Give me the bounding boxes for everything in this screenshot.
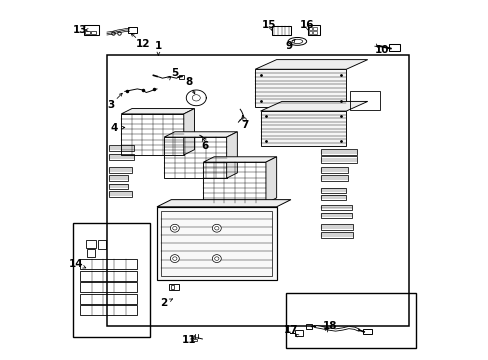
- Bar: [80, 305, 137, 315]
- Bar: [108, 154, 134, 160]
- Text: 7: 7: [240, 120, 248, 130]
- Bar: [321, 167, 347, 173]
- Bar: [321, 232, 353, 238]
- Bar: [80, 282, 137, 292]
- Text: 2: 2: [160, 298, 167, 308]
- Bar: [313, 31, 316, 34]
- Ellipse shape: [212, 224, 221, 232]
- Text: 10: 10: [374, 45, 388, 55]
- Bar: [321, 212, 351, 218]
- Polygon shape: [183, 109, 194, 155]
- Text: 16: 16: [299, 19, 314, 30]
- Bar: [363, 329, 372, 334]
- Bar: [308, 27, 311, 30]
- Polygon shape: [260, 102, 367, 111]
- Ellipse shape: [212, 255, 221, 262]
- Bar: [161, 211, 272, 276]
- Bar: [80, 259, 137, 269]
- Bar: [203, 162, 265, 203]
- Bar: [85, 240, 96, 248]
- Text: 11: 11: [182, 335, 196, 345]
- Ellipse shape: [170, 255, 179, 262]
- Bar: [128, 27, 137, 33]
- Text: 9: 9: [285, 41, 292, 51]
- Text: 17: 17: [283, 325, 298, 335]
- Bar: [307, 24, 319, 35]
- Bar: [313, 27, 316, 30]
- Bar: [308, 31, 311, 34]
- Text: 6: 6: [201, 141, 208, 151]
- Bar: [294, 330, 303, 337]
- Text: 18: 18: [322, 321, 337, 331]
- Bar: [388, 44, 399, 51]
- Bar: [164, 137, 226, 178]
- Polygon shape: [164, 132, 237, 137]
- Polygon shape: [157, 200, 290, 207]
- Bar: [108, 145, 134, 152]
- Polygon shape: [265, 157, 276, 203]
- Text: 4: 4: [110, 123, 118, 133]
- Ellipse shape: [170, 224, 179, 232]
- Bar: [98, 240, 106, 249]
- Bar: [121, 114, 183, 155]
- Bar: [349, 91, 380, 111]
- Text: 5: 5: [171, 68, 178, 78]
- Bar: [157, 207, 276, 280]
- Bar: [108, 175, 128, 181]
- Bar: [285, 293, 415, 348]
- Text: 13: 13: [73, 25, 87, 35]
- Bar: [91, 31, 96, 34]
- Polygon shape: [255, 60, 367, 69]
- Bar: [80, 294, 137, 303]
- Bar: [321, 224, 353, 230]
- Bar: [321, 157, 356, 163]
- Ellipse shape: [172, 257, 177, 260]
- Bar: [321, 204, 351, 210]
- Ellipse shape: [214, 226, 219, 230]
- Bar: [260, 111, 346, 146]
- Text: 14: 14: [69, 259, 84, 269]
- Ellipse shape: [214, 257, 219, 260]
- Bar: [83, 25, 99, 35]
- Bar: [170, 285, 174, 289]
- Bar: [84, 31, 90, 34]
- Bar: [87, 249, 95, 257]
- Bar: [80, 271, 137, 281]
- Bar: [108, 192, 132, 197]
- Bar: [321, 149, 356, 155]
- Text: 15: 15: [262, 19, 276, 30]
- Ellipse shape: [172, 226, 177, 230]
- Bar: [272, 26, 290, 35]
- Bar: [108, 184, 128, 189]
- Bar: [255, 69, 346, 107]
- Text: 8: 8: [185, 77, 192, 87]
- Polygon shape: [121, 109, 194, 114]
- Bar: [321, 195, 346, 200]
- Polygon shape: [226, 132, 237, 178]
- Bar: [108, 167, 132, 173]
- Bar: [73, 223, 149, 337]
- Bar: [179, 75, 183, 79]
- Bar: [305, 324, 311, 329]
- Bar: [107, 55, 408, 327]
- Bar: [321, 175, 347, 181]
- Bar: [169, 284, 179, 290]
- Text: 12: 12: [135, 39, 150, 49]
- Bar: [192, 339, 197, 342]
- Polygon shape: [203, 157, 276, 162]
- Bar: [321, 188, 346, 193]
- Text: 3: 3: [107, 100, 114, 110]
- Text: 1: 1: [155, 41, 162, 51]
